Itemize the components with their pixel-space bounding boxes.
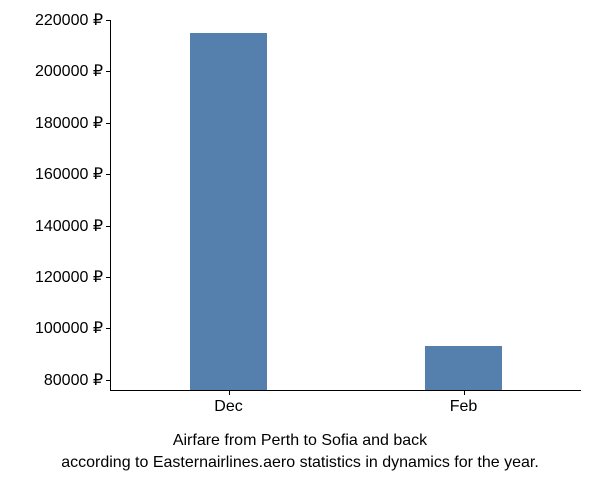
y-tick-label: 220000 ₽ xyxy=(35,10,111,30)
y-tick-mark xyxy=(106,174,111,175)
plot-area: 80000 ₽100000 ₽120000 ₽140000 ₽160000 ₽1… xyxy=(110,20,581,391)
y-tick-label: 180000 ₽ xyxy=(35,113,111,133)
caption-line-2: according to Easternairlines.aero statis… xyxy=(61,454,539,471)
chart-caption: Airfare from Perth to Sofia and back acc… xyxy=(0,430,600,473)
y-tick-label: 160000 ₽ xyxy=(35,164,111,184)
y-tick-label: 120000 ₽ xyxy=(35,267,111,287)
x-tick-mark xyxy=(229,390,230,395)
bar-dec xyxy=(190,33,268,390)
x-tick-mark xyxy=(464,390,465,395)
caption-line-1: Airfare from Perth to Sofia and back xyxy=(173,432,427,449)
bar-feb xyxy=(425,346,503,390)
y-tick-label: 80000 ₽ xyxy=(44,370,111,390)
y-tick-mark xyxy=(106,226,111,227)
y-tick-mark xyxy=(106,20,111,21)
y-tick-label: 100000 ₽ xyxy=(35,318,111,338)
y-tick-mark xyxy=(106,277,111,278)
y-tick-label: 140000 ₽ xyxy=(35,216,111,236)
y-tick-mark xyxy=(106,71,111,72)
airfare-bar-chart: 80000 ₽ 100000 ₽ 120000 ₽ 140000 ₽ 160000 ₽ 1… xyxy=(0,0,600,500)
y-tick-mark xyxy=(106,380,111,381)
y-tick-mark xyxy=(106,123,111,124)
y-tick-label: 200000 ₽ xyxy=(35,61,111,81)
y-tick-mark xyxy=(106,328,111,329)
